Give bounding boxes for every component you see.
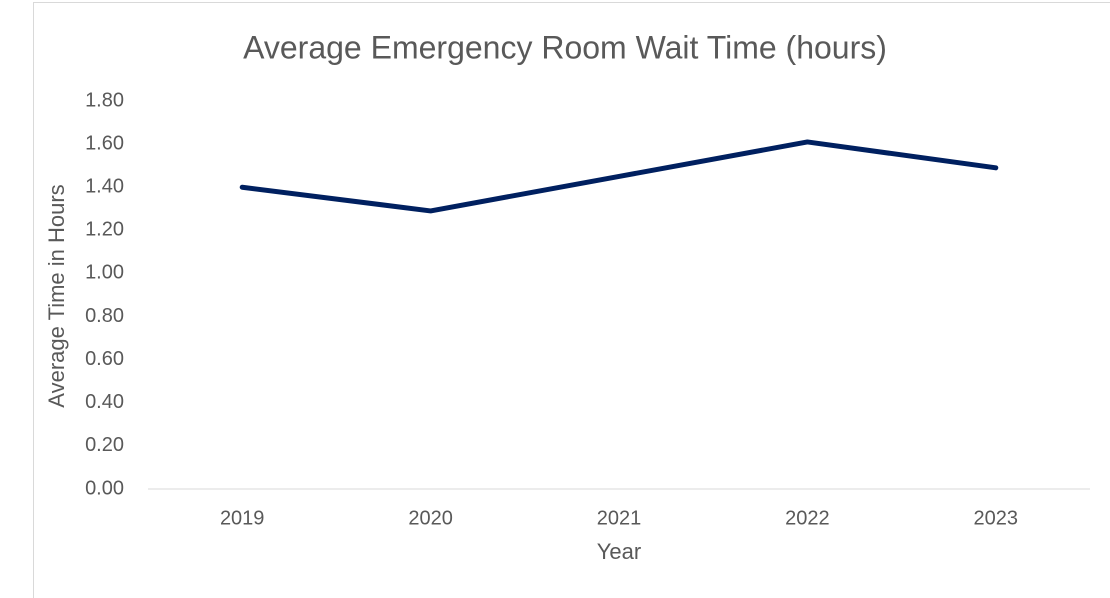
y-tick-label: 0.80	[85, 305, 124, 327]
y-tick-label: 1.80	[85, 89, 124, 111]
x-axis-label: Year	[597, 539, 641, 564]
data-line	[239, 139, 999, 214]
chart-title: Average Emergency Room Wait Time (hours)	[243, 29, 887, 65]
x-tick-label: 2023	[974, 507, 1019, 529]
x-tick-label: 2020	[408, 507, 453, 529]
x-tick-label: 2019	[220, 507, 265, 529]
y-tick-label: 0.00	[85, 477, 124, 499]
y-tick-label: 0.40	[85, 391, 124, 413]
x-tick-label: 2022	[785, 507, 830, 529]
y-axis-label: Average Time in Hours	[44, 184, 69, 407]
x-tick-label: 2021	[597, 507, 642, 529]
y-tick-label: 1.20	[85, 219, 124, 241]
chart-border	[33, 2, 1110, 598]
y-tick-label: 1.00	[85, 262, 124, 284]
y-tick-label: 1.40	[85, 176, 124, 198]
y-tick-label: 1.60	[85, 132, 124, 154]
y-tick-label: 0.20	[85, 434, 124, 456]
y-tick-label: 0.60	[85, 348, 124, 370]
